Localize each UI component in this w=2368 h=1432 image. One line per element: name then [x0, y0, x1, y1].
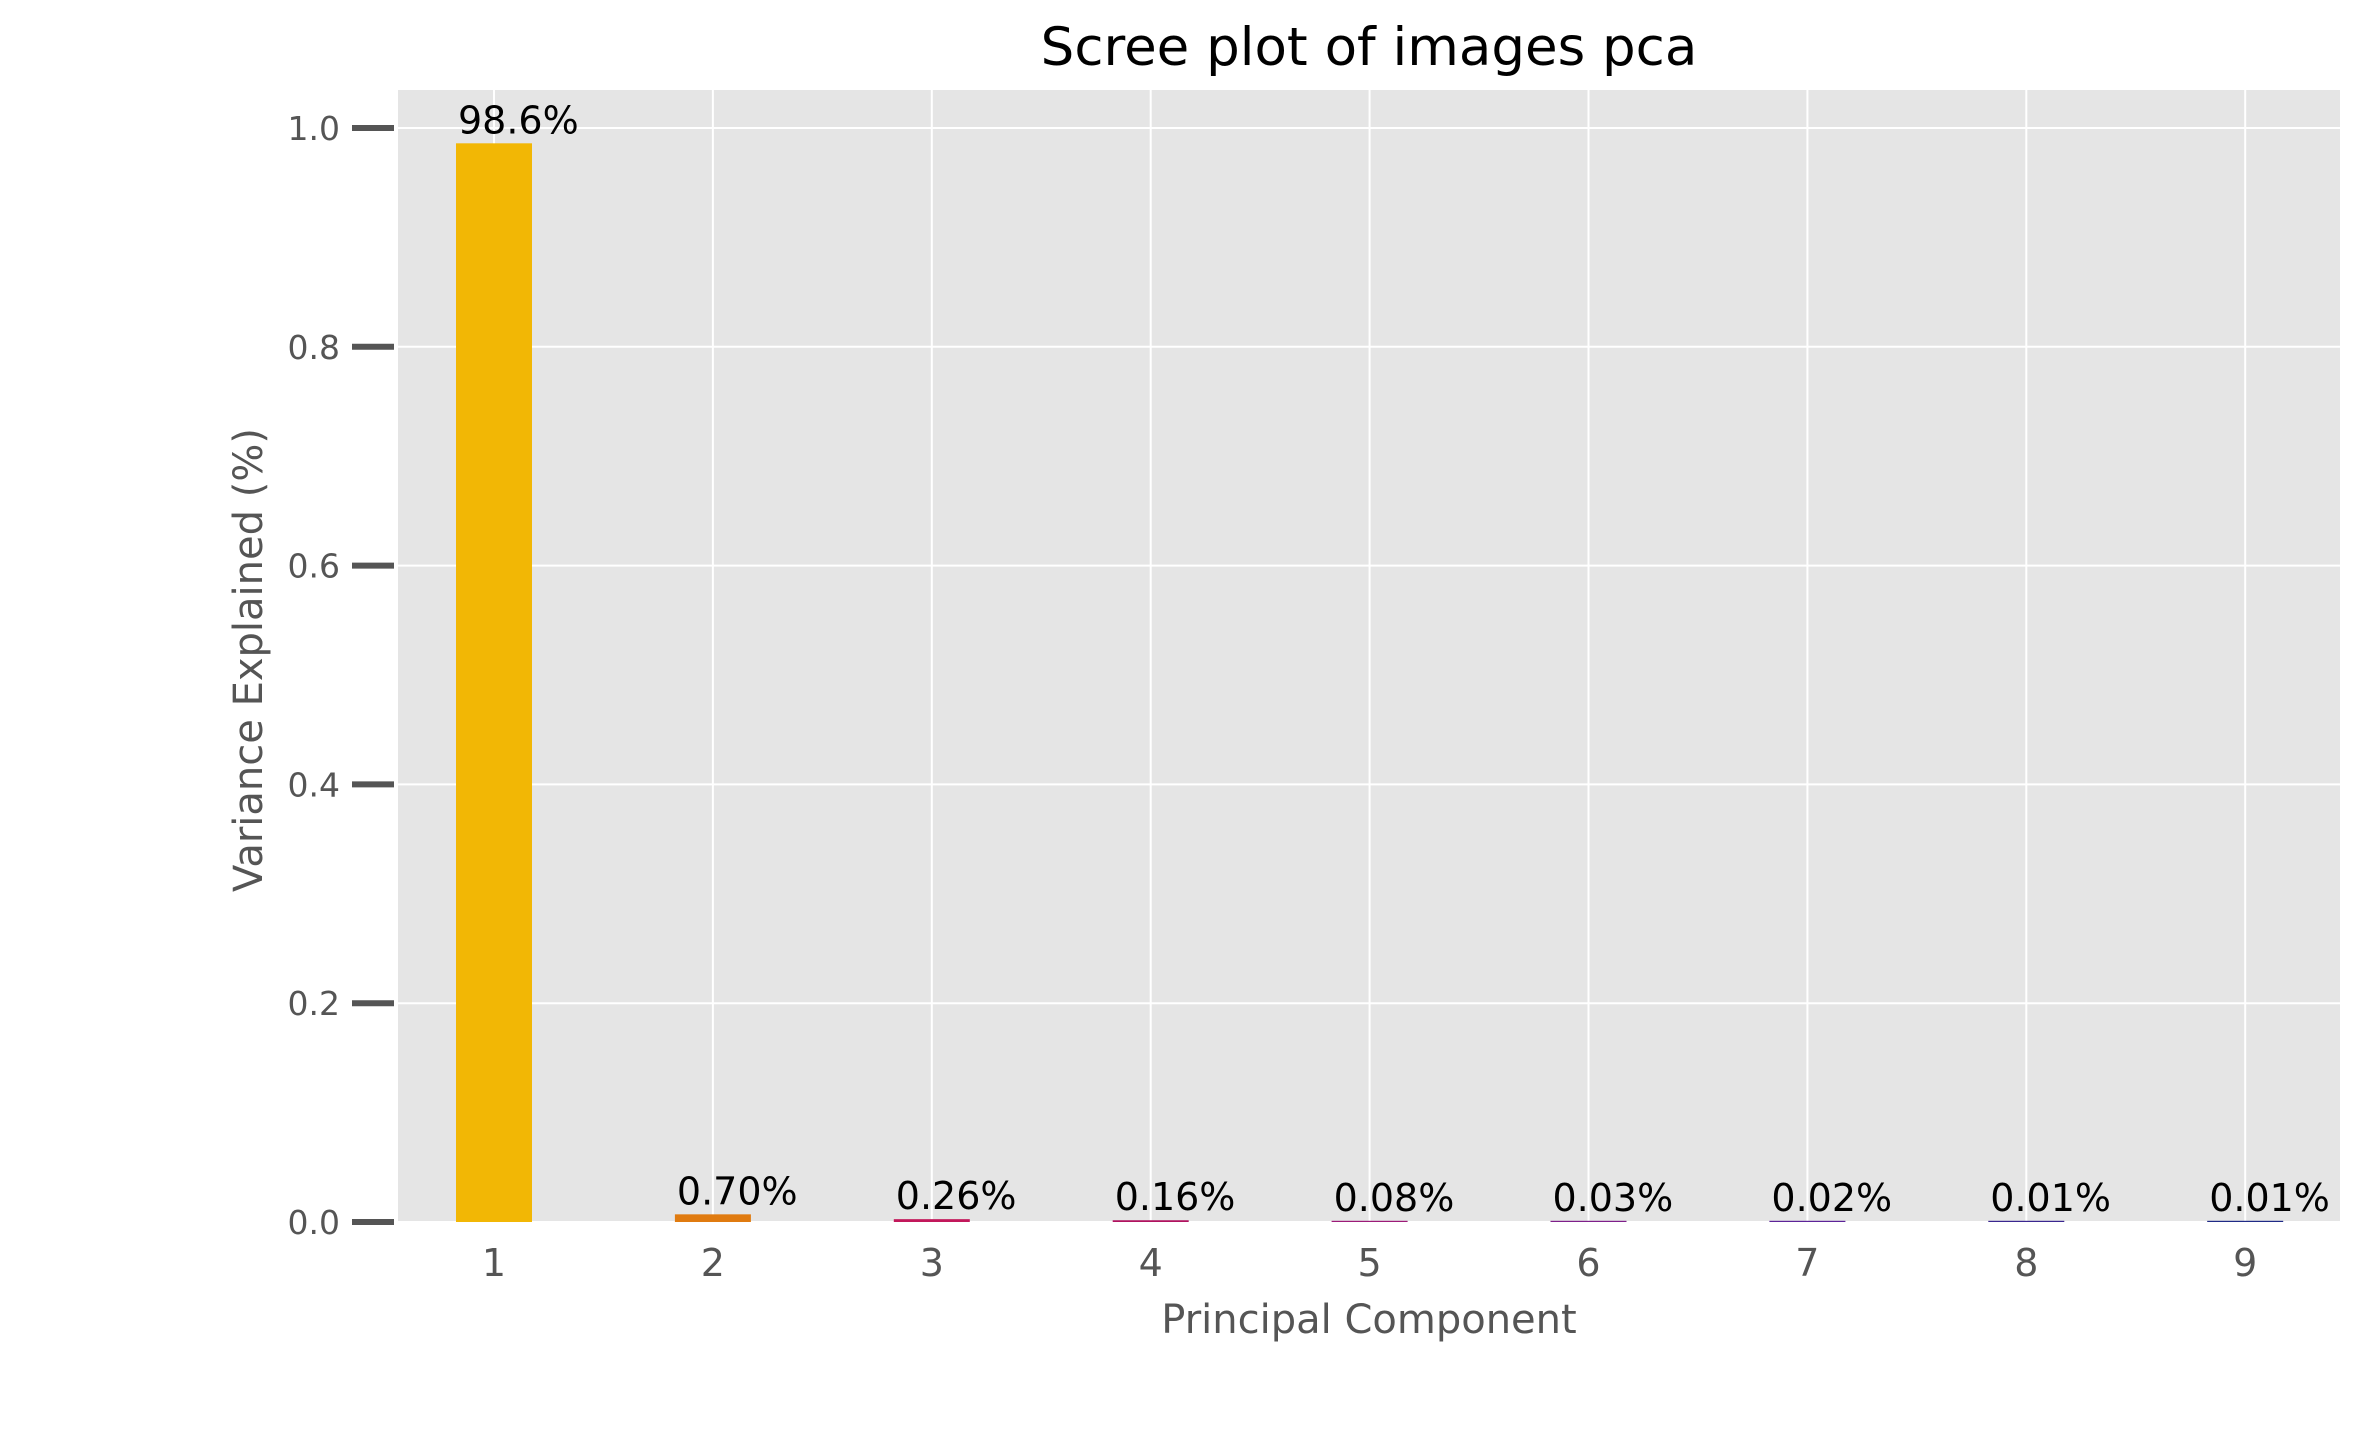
bar-value-labels: 98.6% 0.70% 0.26% 0.16% 0.08% 0.03% 0.02% 0.01%…: [458, 98, 2330, 1219]
y-axis-ticks: 0.0 0.2 0.4 0.6 0.8 1.0: [288, 109, 394, 1242]
bar-value-label: 0.70%: [677, 1169, 798, 1213]
x-tick-label: 6: [1576, 1241, 1600, 1285]
bar-value-label: 0.08%: [1334, 1176, 1455, 1220]
bar-value-label: 0.26%: [896, 1174, 1017, 1218]
bar-pc-1: [456, 143, 532, 1222]
x-tick-label: 2: [701, 1241, 725, 1285]
y-tick-label: 0.8: [288, 328, 340, 367]
bar-pc-6: [1550, 1220, 1627, 1222]
y-tick-label: 1.0: [288, 109, 340, 148]
bar-value-label: 0.01%: [1990, 1176, 2111, 1220]
x-tick-label: 8: [2014, 1241, 2038, 1285]
bar-pc-9: [2207, 1220, 2284, 1222]
y-tick-label: 0.4: [288, 765, 340, 804]
x-tick-label: 9: [2233, 1241, 2257, 1285]
chart-title: Scree plot of images pca: [1041, 17, 1698, 78]
bar-pc-2: [674, 1214, 751, 1222]
x-axis-ticks: 1 2 3 4 5 6 7 8 9: [482, 1241, 2257, 1285]
bar-value-label: 0.16%: [1115, 1175, 1236, 1219]
bar-pc-7: [1769, 1220, 1846, 1222]
bar-value-label: 0.01%: [2209, 1176, 2330, 1220]
y-tick-label: 0.2: [288, 984, 340, 1023]
y-tick-label: 0.0: [288, 1203, 340, 1242]
bar-pc-4: [1112, 1220, 1189, 1222]
x-tick-label: 7: [1795, 1241, 1819, 1285]
bar-pc-3: [893, 1219, 970, 1222]
y-axis-label: Variance Explained (%): [226, 428, 272, 892]
y-tick-label: 0.6: [288, 547, 340, 586]
x-axis-label: Principal Component: [1161, 1297, 1576, 1343]
x-tick-label: 4: [1139, 1241, 1163, 1285]
bar-value-label: 0.02%: [1771, 1176, 1892, 1220]
bar-pc-8: [1988, 1220, 2065, 1222]
bar-pc-5: [1331, 1220, 1408, 1222]
grid-lines: [398, 90, 2340, 1223]
x-tick-label: 3: [920, 1241, 944, 1285]
bars: [456, 143, 2284, 1222]
x-tick-label: 1: [482, 1241, 506, 1285]
x-tick-label: 5: [1358, 1241, 1382, 1285]
bar-value-label: 98.6%: [458, 98, 579, 142]
bar-value-label: 0.03%: [1553, 1176, 1674, 1220]
